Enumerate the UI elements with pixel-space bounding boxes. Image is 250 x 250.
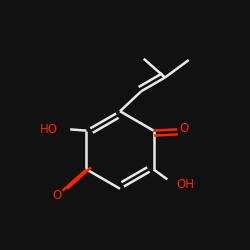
Text: O: O: [52, 188, 62, 202]
Text: HO: HO: [40, 123, 58, 136]
Text: O: O: [179, 122, 188, 135]
Text: OH: OH: [177, 178, 195, 191]
